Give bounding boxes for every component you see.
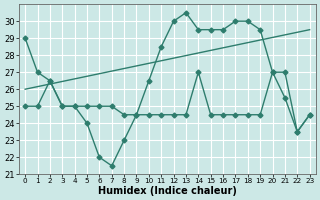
X-axis label: Humidex (Indice chaleur): Humidex (Indice chaleur) (98, 186, 237, 196)
